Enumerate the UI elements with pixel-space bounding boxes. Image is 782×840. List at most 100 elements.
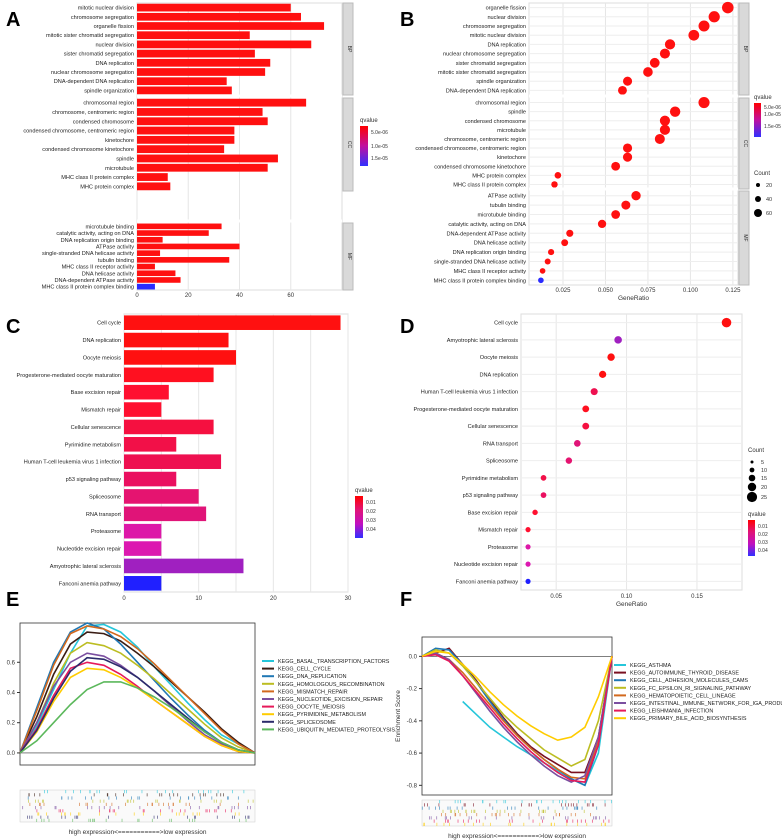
category-label: MHC class II protein complex bbox=[61, 175, 134, 181]
category-label: mitotic nuclear division bbox=[78, 6, 134, 12]
bar bbox=[124, 332, 229, 348]
category-label: catalytic activity, acting on DNA bbox=[448, 222, 526, 228]
legend-label: KEGG_CELL_CYCLE bbox=[278, 667, 331, 673]
category-label: Progesterone-mediated oocyte maturation bbox=[414, 407, 518, 413]
bar bbox=[137, 223, 222, 230]
bar bbox=[137, 173, 168, 181]
expression-axis-label: high expression<===========>low expressi… bbox=[69, 829, 207, 836]
category-label: Nucleotide excision repair bbox=[57, 547, 121, 553]
dot bbox=[621, 200, 631, 210]
legend-tick: 0.04 bbox=[758, 548, 768, 554]
category-label: Nucleotide excision repair bbox=[454, 562, 518, 568]
category-label: tubulin binding bbox=[490, 203, 526, 209]
y-axis-title: Enrichment Score bbox=[395, 690, 402, 742]
dot bbox=[539, 268, 546, 274]
y-tick-label: 0.2 bbox=[7, 721, 16, 727]
facet-strip-cc-label: CC bbox=[346, 141, 352, 149]
dot bbox=[659, 115, 671, 126]
category-label: condensed chromosome kinetochore bbox=[42, 147, 134, 153]
bar bbox=[124, 576, 162, 591]
panel-label-E: E bbox=[6, 589, 19, 611]
category-label: spindle bbox=[116, 156, 134, 162]
bar bbox=[124, 454, 222, 469]
expression-axis-label: high expression<===========>low expressi… bbox=[448, 833, 586, 840]
bar bbox=[137, 230, 209, 236]
size-legend-tick: 15 bbox=[761, 476, 767, 482]
size-legend-tick: 5 bbox=[761, 460, 764, 466]
category-label: p53 signaling pathway bbox=[66, 477, 122, 483]
legend-title: qvalue bbox=[360, 118, 378, 124]
legend-label: KEGG_OOCYTE_MEIOSIS bbox=[278, 705, 345, 711]
size-legend-tick: 20 bbox=[761, 485, 767, 491]
x-tick-label: 0.15 bbox=[691, 594, 703, 600]
bar bbox=[124, 471, 177, 487]
bar bbox=[137, 126, 235, 135]
dot bbox=[611, 161, 621, 171]
plot-panel bbox=[520, 313, 743, 591]
category-label: MHC protein complex bbox=[472, 173, 526, 179]
category-label: organelle fission bbox=[486, 6, 526, 12]
x-tick-label: 0.050 bbox=[598, 288, 614, 294]
dot bbox=[708, 11, 720, 23]
hit-strip bbox=[19, 789, 256, 823]
dot bbox=[538, 277, 544, 284]
bar bbox=[124, 437, 177, 452]
dot bbox=[659, 48, 670, 59]
panel-label-F: F bbox=[400, 589, 412, 611]
category-label: sister chromatid segregation bbox=[64, 52, 134, 58]
bar bbox=[137, 270, 176, 277]
category-label: condensed chromosome bbox=[465, 119, 526, 125]
bar bbox=[137, 277, 181, 283]
legend-label: KEGG_FC_EPSILON_RI_SIGNALING_PATHWAY bbox=[630, 686, 752, 692]
legend-tick: 1.0e-05 bbox=[764, 112, 781, 118]
series-line bbox=[19, 641, 256, 754]
legend-tick: 0.03 bbox=[758, 540, 768, 546]
x-tick-label: 0.10 bbox=[621, 594, 633, 600]
category-label: DNA-dependent DNA replication bbox=[446, 88, 526, 94]
bar bbox=[137, 108, 263, 116]
category-label: single-stranded DNA helicase activity bbox=[434, 260, 526, 266]
dot bbox=[698, 96, 710, 109]
category-label: Human T-cell leukemia virus 1 infection bbox=[421, 390, 518, 396]
category-label: organelle fission bbox=[94, 24, 134, 30]
y-tick-label: -0.6 bbox=[407, 751, 418, 757]
category-label: single-stranded DNA helicase activity bbox=[42, 251, 134, 257]
facet-strip-mf-label: MF bbox=[742, 234, 748, 241]
y-tick-label: -0.8 bbox=[407, 783, 418, 789]
dot bbox=[525, 561, 531, 567]
qvalue-colorbar bbox=[360, 126, 368, 166]
size-legend-dot bbox=[749, 467, 755, 473]
dot bbox=[551, 181, 558, 188]
legend-label: KEGG_PYRIMIDINE_METABOLISM bbox=[278, 712, 366, 718]
category-label: kinetochore bbox=[497, 155, 526, 161]
category-label: chromosomal region bbox=[475, 101, 526, 107]
category-label: Human T-cell leukemia virus 1 infection bbox=[24, 460, 121, 466]
bar bbox=[137, 86, 232, 95]
legend-label: KEGG_INTESTINAL_IMMUNE_NETWORK_FOR_IGA_P… bbox=[630, 701, 782, 707]
bar bbox=[137, 236, 163, 243]
size-legend-tick: 20 bbox=[766, 183, 772, 189]
x-tick-label: 60 bbox=[287, 293, 294, 299]
legend-tick: 1.5e-05 bbox=[764, 124, 781, 130]
bar bbox=[124, 523, 162, 539]
bar bbox=[137, 31, 250, 40]
category-label: mitotic sister chromatid segregation bbox=[46, 33, 134, 39]
x-tick-label: 40 bbox=[236, 293, 243, 299]
category-label: chromosome segregation bbox=[71, 15, 134, 21]
category-label: DNA-dependent ATPase activity bbox=[55, 278, 135, 284]
bar bbox=[137, 3, 291, 12]
dot bbox=[654, 133, 665, 144]
dot bbox=[607, 353, 615, 361]
bar bbox=[137, 22, 325, 30]
y-tick-label: -0.4 bbox=[407, 719, 418, 725]
category-label: mitotic sister chromatid segregation bbox=[438, 70, 526, 76]
category-label: Spliceosome bbox=[89, 494, 121, 500]
legend-tick: 0.03 bbox=[366, 518, 376, 524]
category-label: Spliceosome bbox=[486, 459, 518, 465]
bar bbox=[124, 367, 214, 383]
category-label: Amyotrophic lateral sclerosis bbox=[447, 338, 518, 344]
legend-tick: 5.0e-06 bbox=[371, 130, 388, 136]
category-label: kinetochore bbox=[105, 138, 134, 144]
bar bbox=[137, 145, 225, 154]
category-label: MHC class II protein complex bbox=[453, 182, 526, 188]
